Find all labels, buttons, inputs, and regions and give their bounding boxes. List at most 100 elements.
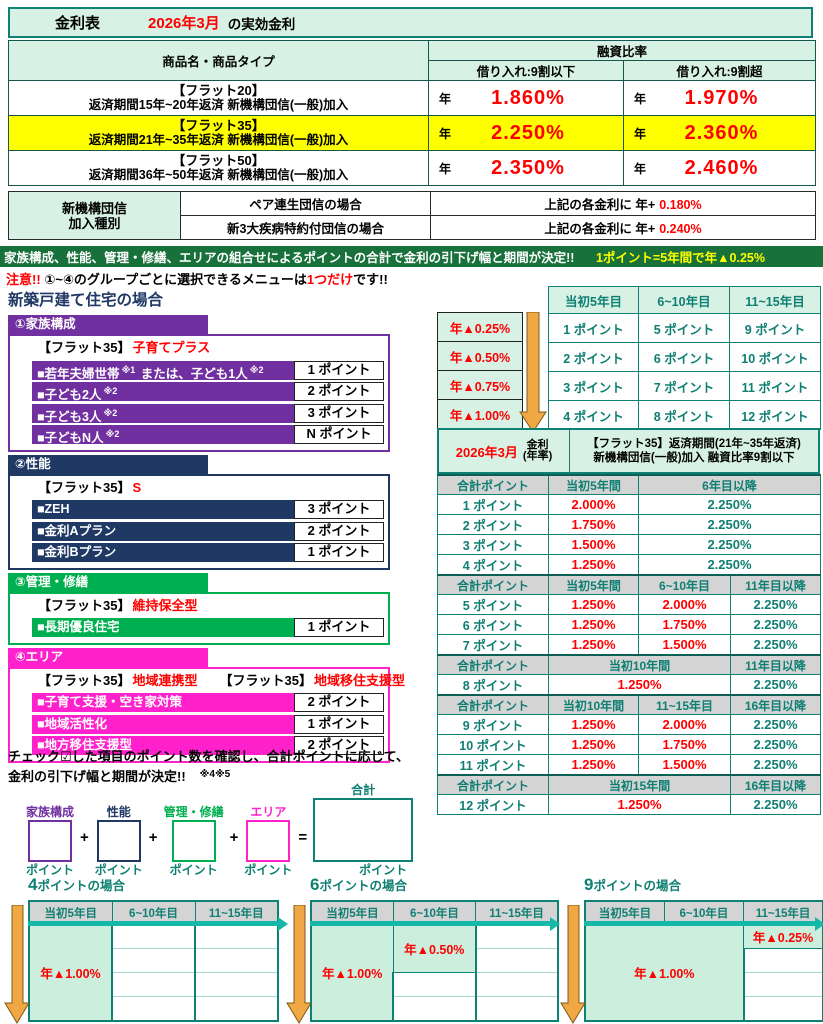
item-text: ■子ども3人: [37, 409, 102, 423]
sum-box-column: 家族構成 ポイント: [26, 804, 74, 878]
example-point-count: 6: [310, 875, 320, 894]
sum-box-column: エリア ポイント: [244, 804, 292, 878]
brand-label: 【フラット35】: [38, 479, 131, 495]
example-title-suffix: ポイントの場合: [319, 879, 407, 893]
product-desc: 返済期間36年~50年返済 新機構団信(一般)加入: [88, 168, 349, 182]
group-tab: ④エリア: [8, 647, 208, 667]
detail-rate-cell: 2.250%: [730, 674, 821, 696]
caution-em: 1つだけ: [306, 272, 354, 287]
detail-section-header: 合計ポイント 当初5年間 6年目以降: [437, 474, 821, 495]
empty-cell: [194, 924, 279, 949]
example-row: [29, 972, 279, 997]
product-header: 商品名・商品タイプ: [8, 40, 429, 81]
detail-data-row: 2 ポイント 1.750% 2.250%: [437, 514, 821, 535]
point-group: ④エリア 【フラット35】 地域連携型 【フラット35】 地域移住支援型 ■子育て支援・空…: [8, 647, 405, 763]
rate-value: 1.860%: [491, 86, 565, 109]
group-tab: ①家族構成: [8, 315, 208, 334]
item-text: ■子どもN人: [37, 431, 104, 444]
item-note-ref: ※2: [249, 364, 264, 375]
detail-rate-cell: 1.500%: [638, 754, 731, 776]
point-value-cell: 1 ポイント: [294, 543, 384, 562]
empty-cell: [111, 948, 196, 973]
rate-value-cell: 年 1.860%: [428, 80, 624, 116]
detail-point-cell: 3 ポイント: [437, 534, 549, 555]
detail-rate-cell: 1.250%: [548, 634, 639, 656]
rate-value: 2.460%: [684, 156, 759, 179]
empty-cell: [111, 924, 196, 949]
caution-body: ①~④のグループごとに選択できるメニューは: [44, 272, 307, 287]
group-item-bar: ■子ども3人 ※2: [32, 403, 294, 423]
example-row: [585, 996, 823, 1021]
brand-name: 子育てプラス: [132, 340, 211, 355]
danshin-value: 0.180%: [659, 198, 702, 212]
product-cell: 【フラット50】 返済期間36年~50年返済 新機構団信(一般)加入: [8, 150, 429, 186]
discount-block: 年▲1.00%: [310, 924, 394, 1021]
item-text: ■地域活性化: [37, 716, 108, 731]
sum-box-unit: ポイント: [244, 863, 293, 877]
discount-label: 年▲0.25%: [437, 312, 523, 342]
point-group: ③管理・修繕 【フラット35】 維持保全型 ■長期優良住宅 1 ポイント: [8, 572, 390, 645]
item-note-ref: ※2: [105, 429, 120, 439]
detail-rate-cell: 1.250%: [548, 794, 731, 815]
detail-rate-cell: 2.000%: [548, 494, 639, 515]
item-text: または、子ども1人: [137, 366, 248, 380]
sum-box-unit: ポイント: [26, 863, 75, 877]
rate-value: 2.350%: [491, 156, 565, 179]
discount-labels: 年▲0.25% 年▲0.50% 年▲0.75% 年▲1.00%: [437, 312, 523, 429]
rate-detail-table: 合計ポイント 当初5年間 6年目以降 1 ポイント 2.000% 2.250% 2 ポイント…: [437, 474, 821, 815]
check-note-line1: チェック☑した項目のポイント数を確認し、合計ポイントに応じて、: [8, 749, 410, 764]
caution-note: 注意!! ①~④のグループごとに選択できるメニューは1つだけです!!: [6, 269, 388, 288]
detail-point-cell: 7 ポイント: [437, 634, 549, 656]
sum-box-unit: ポイント: [169, 863, 218, 877]
group-box: 【フラット35】 子育てプラス ■若年夫婦世帯 ※1 または、子ども1人 ※2 1 ポイン…: [8, 334, 390, 452]
schedule-point-cell: 10 ポイント: [729, 342, 821, 372]
schedule-point-cell: 4 ポイント: [548, 400, 639, 430]
detail-rate-cell: 1.250%: [548, 674, 731, 696]
point-groups: ①家族構成 【フラット35】 子育てプラス ■若年夫婦世帯 ※1 または、子ども1人 ※2…: [8, 315, 405, 766]
detail-header-cell: 16年目以降: [730, 694, 821, 715]
danshin-case: ペア連生団信の場合: [180, 191, 431, 216]
detail-point-cell: 10 ポイント: [437, 734, 549, 755]
group-brand: 【フラット35】 維持保全型: [14, 596, 384, 616]
example-header-row: 当初5年目 6~10年目 11~15年目: [310, 900, 559, 925]
danshin-row: 新機構団信 加入種別 ペア連生団信の場合 上記の各金利に 年+ 0.180%: [8, 191, 816, 240]
empty-cell: [474, 996, 559, 1021]
section-title: 新築戸建て住宅の場合: [8, 292, 164, 309]
detail-header-cell: 11年目以降: [730, 654, 821, 675]
group-item-bar: ■長期優良住宅: [32, 618, 294, 637]
empty-cell: [474, 972, 559, 997]
timeline-arrow-icon: [310, 916, 560, 931]
example-title-suffix: ポイントの場合: [37, 879, 125, 893]
detail-data-row: 5 ポイント 1.250% 2.000% 2.250%: [437, 594, 821, 615]
detail-rate-cell: 1.500%: [548, 534, 639, 555]
group-item-bar: ■子ども2人 ※2: [32, 382, 294, 401]
discount-label: 年▲1.00%: [437, 399, 523, 429]
detail-rate-cell: 2.250%: [638, 494, 821, 515]
group-item-row: ■子ども2人 ※2 2 ポイント: [32, 382, 384, 401]
danshin-case: 新3大疾病特約付団信の場合: [180, 215, 431, 240]
sum-box: [246, 820, 291, 862]
sum-total-column: 合計 ポイント: [313, 782, 414, 878]
rate-value-cell: 年 2.250%: [428, 115, 624, 151]
point-value-cell: 2 ポイント: [294, 736, 384, 755]
example-row: [29, 996, 279, 1021]
detail-rate-cell: 2.250%: [730, 754, 821, 776]
detail-data-row: 10 ポイント 1.250% 1.750% 2.250%: [437, 734, 821, 755]
sum-box-label: 性能: [106, 805, 131, 819]
item-text: ■地方移住支援型: [37, 738, 133, 752]
discount-row: 年▲0.25%: [437, 312, 523, 342]
group-brand: 【フラット35】 子育てプラス: [14, 338, 384, 358]
rate-value-cell: 年 2.360%: [622, 115, 817, 151]
point-value-cell: N ポイント: [294, 425, 384, 444]
detail-point-cell: 6 ポイント: [437, 614, 549, 635]
danshin-table: 新機構団信 加入種別 ペア連生団信の場合 上記の各金利に 年+ 0.180% 新3大疾病特…: [8, 191, 816, 240]
danshin-value: 0.240%: [659, 222, 702, 236]
example-row: 年▲1.00% 年▲0.50%: [310, 924, 559, 1021]
year-label: 年: [439, 91, 452, 106]
detail-header-cell: 11~15年目: [638, 694, 731, 715]
rate-row: 【フラット50】 返済期間36年~50年返済 新機構団信(一般)加入年 2.350%…: [8, 150, 817, 186]
schedule-point-cell: 7 ポイント: [638, 371, 730, 401]
detail-point-cell: 12 ポイント: [437, 794, 549, 815]
ratio-over-header: 借り入れ:9割超: [622, 60, 817, 81]
detail-rate-cell: 2.250%: [730, 634, 821, 656]
